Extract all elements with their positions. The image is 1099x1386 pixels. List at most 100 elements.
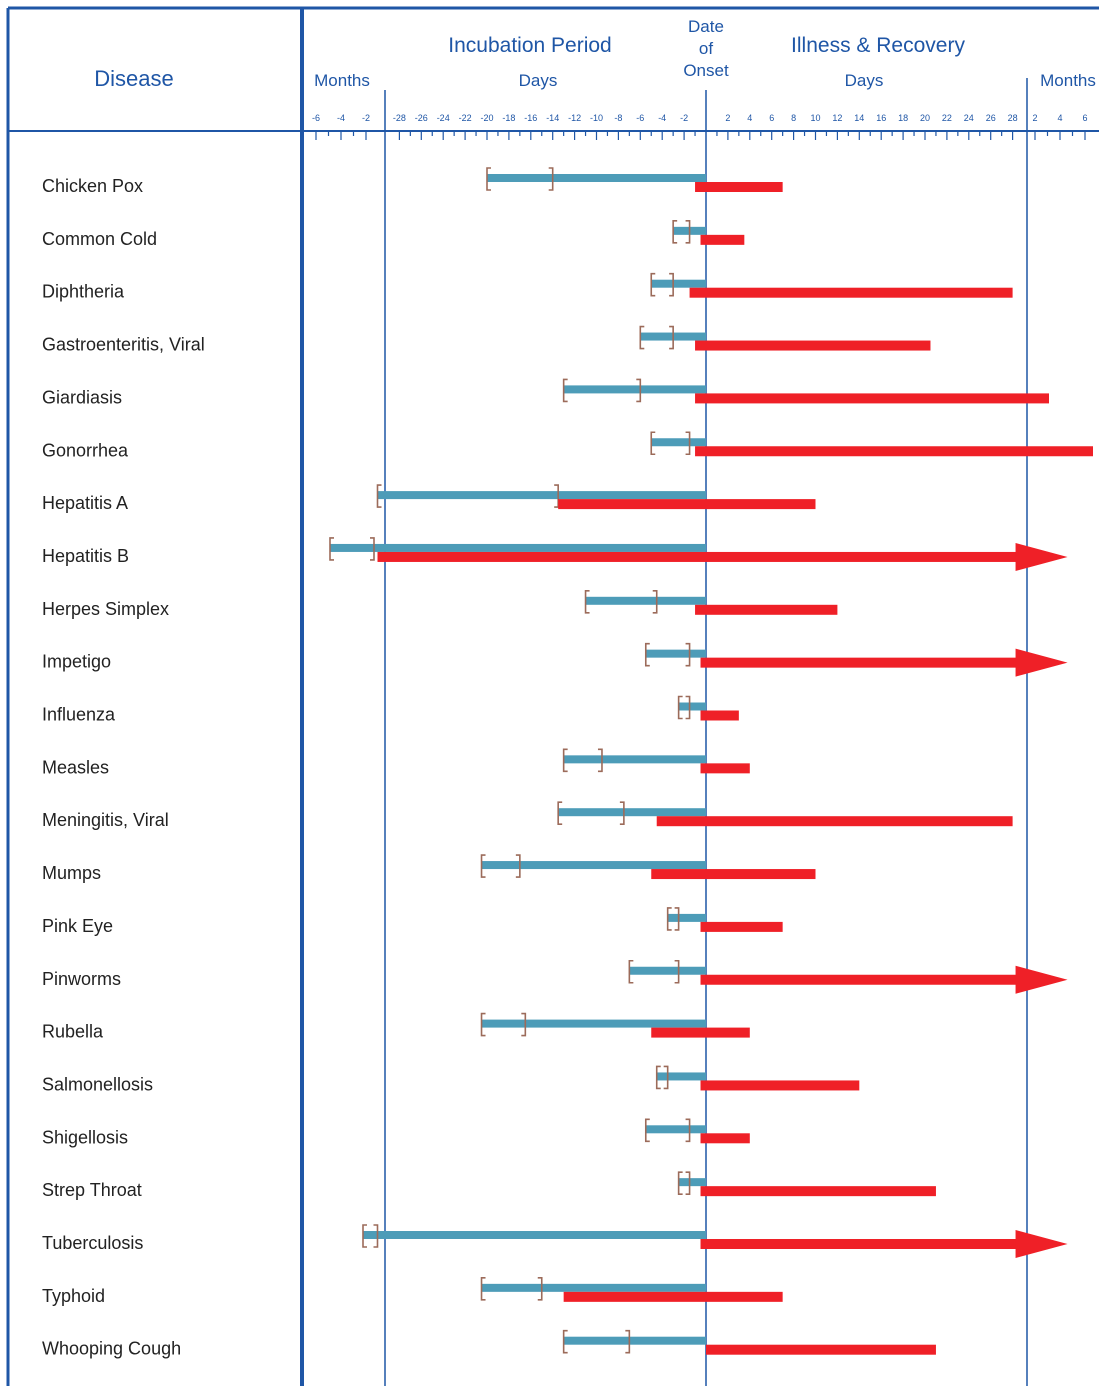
disease-label: Giardiasis [42, 387, 122, 407]
incubation-range-open-bracket [362, 1224, 367, 1248]
day-tick-label: -20 [480, 113, 493, 123]
incubation-bar [645, 1125, 706, 1134]
incubation-range-open-bracket [650, 272, 656, 297]
incubation-bar [558, 808, 706, 817]
illness-bar [695, 393, 1049, 404]
illness-bar [700, 974, 1024, 985]
day-tick-label: 20 [920, 113, 930, 123]
day-tick-label: -18 [502, 113, 515, 123]
incubation-bar [678, 1178, 706, 1187]
incubation-range-open-bracket [672, 220, 678, 244]
day-tick-label: -2 [680, 113, 688, 123]
disease-label: Shigellosis [42, 1127, 128, 1147]
illness-continues-arrow [1015, 965, 1068, 994]
incubation-bar [377, 491, 706, 500]
illness-bar [558, 499, 816, 510]
illness-bar [563, 1291, 783, 1302]
incubation-range-close-bracket [685, 695, 691, 720]
months-left-label: Months [314, 71, 370, 90]
day-tick-label: 4 [747, 113, 752, 123]
incubation-range-close-bracket [685, 1171, 691, 1195]
day-tick-label: 18 [898, 113, 908, 123]
illness-bar [700, 1239, 1024, 1249]
incubation-range-open-bracket [562, 378, 568, 403]
incubation-range-open-bracket [562, 1329, 568, 1354]
onset-label-line2: of [699, 39, 713, 58]
month-tick-label: 6 [1082, 113, 1087, 123]
incubation-range-open-bracket [480, 1012, 486, 1037]
incubation-range-open-bracket [480, 854, 486, 878]
illness-continues-arrow [1015, 542, 1068, 571]
incubation-range-close-bracket [625, 1329, 631, 1354]
day-tick-label: -26 [415, 113, 428, 123]
axis-ticks: -6 -4 -2 -28 -26 -24 -22 -20 -18 -16 -14 -12 -10 -8 -6… [312, 113, 1088, 140]
incubation-bar [481, 1283, 706, 1292]
illness-bar [700, 1186, 936, 1197]
disease-label: Salmonellosis [42, 1074, 153, 1094]
disease-label: Measles [42, 757, 109, 777]
day-tick-label: 8 [791, 113, 796, 123]
day-tick-label: 2 [725, 113, 730, 123]
incubation-range-open-bracket [644, 642, 650, 667]
disease-rows: Chicken Pox Common Cold Diphtheria Gastroen… [42, 167, 1093, 1359]
illness-bar [695, 182, 783, 192]
incubation-range-close-bracket [619, 801, 625, 825]
illness-bar [689, 287, 1013, 298]
day-tick-label: -16 [524, 113, 537, 123]
day-tick-label: -6 [636, 113, 644, 123]
illness-bar [700, 921, 783, 932]
day-tick-label: 14 [854, 113, 864, 123]
month-tick-label: 4 [1057, 113, 1062, 123]
disease-label: Mumps [42, 863, 101, 883]
incubation-bar [363, 1231, 706, 1239]
illness-bar [695, 446, 1093, 457]
disease-label: Pink Eye [42, 916, 113, 936]
incubation-range-close-bracket [597, 748, 603, 773]
illness-bar [706, 1344, 936, 1355]
incubation-range-open-bracket [376, 484, 382, 508]
disease-label: Gastroenteritis, Viral [42, 335, 205, 355]
incubation-range-close-bracket [537, 1277, 543, 1301]
disease-label: Hepatitis A [42, 493, 128, 513]
month-tick-label: 2 [1032, 113, 1037, 123]
incubation-range-open-bracket [480, 1277, 486, 1301]
illness-bar [700, 710, 739, 721]
incubation-range-open-bracket [650, 431, 656, 456]
day-tick-label: -22 [459, 113, 472, 123]
incubation-range-close-bracket [373, 1224, 379, 1248]
day-tick-label: 26 [986, 113, 996, 123]
day-tick-label: -28 [393, 113, 406, 123]
incubation-bar [585, 596, 706, 605]
incubation-bar [667, 913, 706, 922]
illness-recovery-title: Illness & Recovery [791, 34, 965, 57]
incubation-bar [645, 649, 706, 658]
incubation-range-open-bracket [666, 907, 672, 931]
illness-bar [700, 1080, 860, 1091]
incubation-range-close-bracket [652, 590, 658, 614]
disease-label: Chicken Pox [42, 176, 143, 196]
incubation-range-close-bracket [685, 1118, 691, 1143]
incubation-bar [651, 279, 706, 288]
incubation-range-open-bracket [655, 1065, 661, 1090]
incubation-bar [563, 1336, 706, 1345]
day-tick-label: 16 [876, 113, 886, 123]
day-tick-label: -14 [546, 113, 559, 123]
incubation-range-open-bracket [639, 325, 645, 350]
chart-frame [6, 6, 1099, 1386]
disease-label: Common Cold [42, 229, 157, 249]
illness-continues-arrow [1015, 1230, 1068, 1258]
incubation-bar [563, 385, 706, 394]
incubation-bar [481, 1019, 706, 1028]
incubation-range-open-bracket [644, 1118, 650, 1143]
day-tick-label: 12 [832, 113, 842, 123]
day-tick-label: -4 [658, 113, 666, 123]
incubation-range-close-bracket [685, 642, 691, 667]
disease-label: Gonorrhea [42, 440, 129, 460]
disease-label: Herpes Simplex [42, 599, 169, 619]
disease-label: Impetigo [42, 652, 111, 672]
month-tick-label: -4 [337, 113, 345, 123]
chart-header: Disease Incubation Period Illness & Reco… [94, 17, 1096, 91]
month-tick-label: -2 [362, 113, 370, 123]
day-tick-label: 10 [810, 113, 820, 123]
incubation-range-close-bracket [674, 907, 680, 931]
